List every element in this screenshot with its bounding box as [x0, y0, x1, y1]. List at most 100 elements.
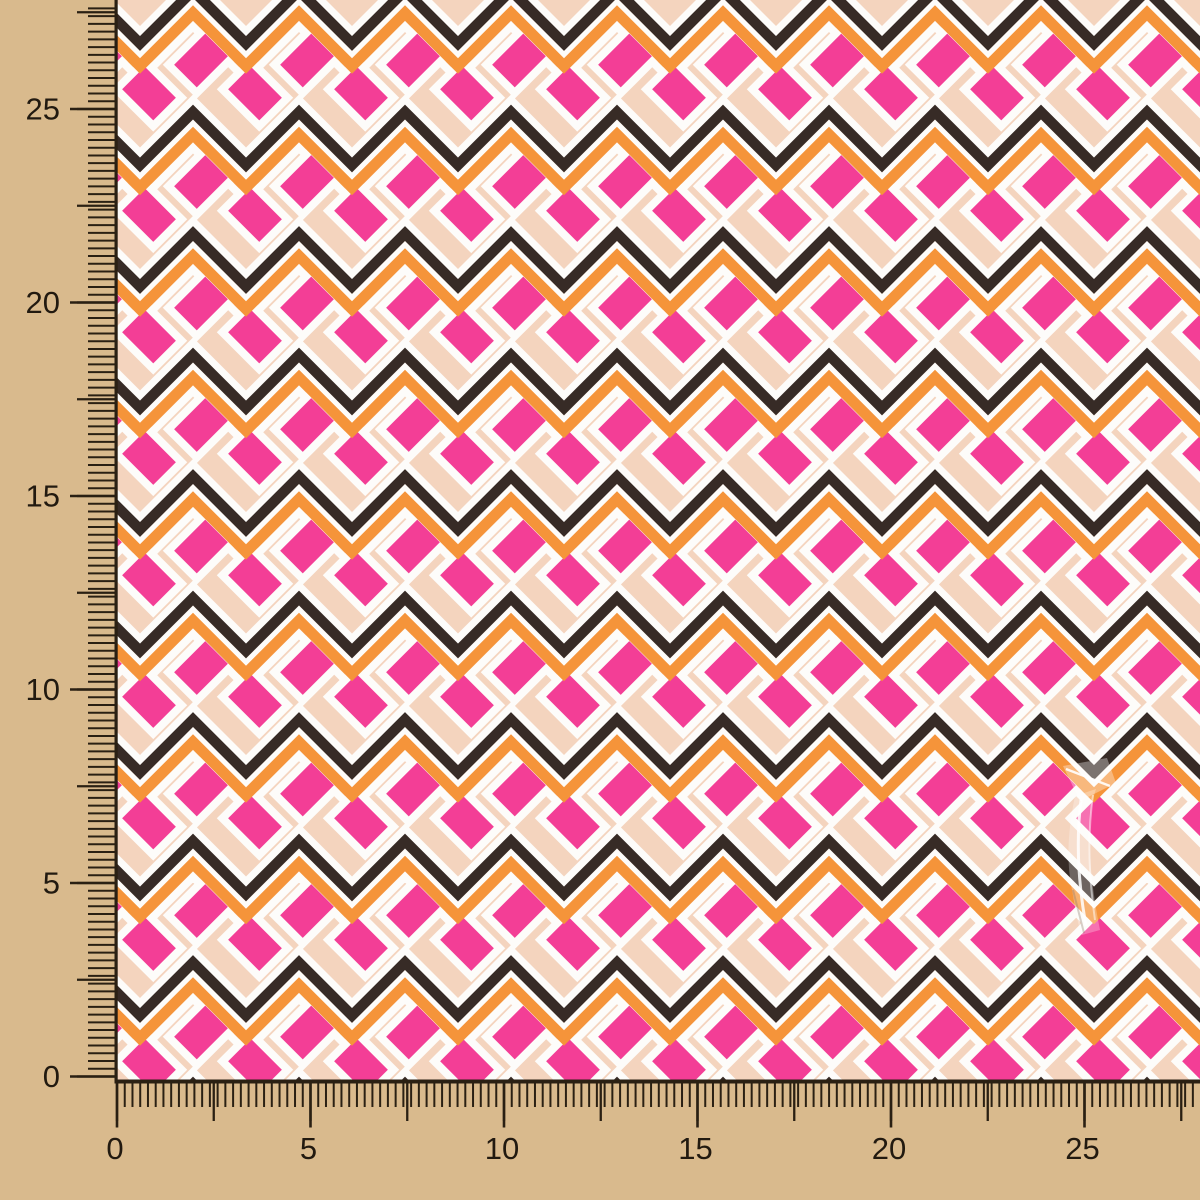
- bottom-ruler-label: 15: [678, 1131, 712, 1166]
- pattern-rectangle: [216, 662, 294, 740]
- pattern-rectangle: [428, 1027, 506, 1080]
- pattern-rectangle: [216, 419, 294, 497]
- pattern-rectangle: [534, 419, 612, 497]
- pattern-rectangle: [117, 298, 188, 375]
- pattern-rectangle: [117, 176, 188, 254]
- pattern-rectangle: [322, 298, 400, 375]
- pattern-rectangle: [1171, 1149, 1200, 1200]
- left-ruler-label: 0: [43, 1059, 60, 1094]
- pattern-rectangle: [852, 784, 930, 861]
- pattern-rectangle: [1064, 784, 1142, 861]
- pattern-rectangle: [117, 419, 188, 497]
- pattern-rectangle: [216, 298, 294, 375]
- pattern-rectangle: [958, 662, 1036, 740]
- pattern-rectangle: [117, 1027, 188, 1080]
- left-ruler-label: 10: [26, 672, 60, 707]
- pattern-rectangle: [5, 906, 81, 982]
- bottom-ruler-label: 10: [485, 1131, 519, 1166]
- pattern-rectangle: [1064, 662, 1142, 740]
- pattern-rectangle: [322, 419, 400, 497]
- pattern-rectangle: [428, 905, 506, 983]
- pattern-rectangle: [534, 298, 612, 375]
- pattern-rectangle: [1170, 419, 1200, 497]
- pattern-rectangle: [534, 176, 612, 254]
- pattern-rectangle: [323, 1149, 399, 1200]
- pattern-rectangle: [428, 784, 506, 861]
- pattern-rectangle: [1064, 419, 1142, 497]
- pattern-rectangle: [0, 508, 27, 584]
- pattern-rectangle: [0, 1116, 27, 1192]
- pattern-rectangle: [746, 176, 824, 254]
- pattern-rectangle: [852, 541, 930, 618]
- pattern-rectangle: [5, 784, 81, 860]
- pattern-rectangle: [640, 784, 718, 861]
- pattern-rectangle: [534, 1027, 612, 1080]
- pattern-rectangle: [958, 905, 1036, 983]
- pattern-rectangle: [216, 905, 294, 983]
- pattern-rectangle: [322, 176, 400, 254]
- pattern-rectangle: [322, 905, 400, 983]
- pattern-rectangle: [217, 1149, 293, 1200]
- pattern-rectangle: [534, 55, 612, 132]
- pattern-rectangle: [587, 1116, 663, 1192]
- pattern-rectangle: [640, 419, 718, 497]
- left-ruler-label: 25: [26, 92, 60, 127]
- pattern-rectangle: [746, 541, 824, 618]
- pattern-rectangle: [640, 55, 718, 132]
- bottom-ruler-label: 0: [106, 1131, 123, 1166]
- pattern-rectangle: [428, 541, 506, 618]
- pattern-rectangle: [5, 177, 81, 253]
- pattern-rectangle: [216, 176, 294, 254]
- pattern-rectangle: [117, 662, 188, 740]
- bottom-ruler: 0 5 10 15 20 25: [106, 0, 1200, 1166]
- pattern-rectangle: [640, 905, 718, 983]
- chevron-row: [117, 944, 1200, 1080]
- pattern-rectangle: [1117, 1116, 1193, 1192]
- chevron-row: [5, 94, 1200, 254]
- pattern-rectangle: [5, 541, 81, 617]
- pattern-rectangle: [117, 905, 188, 983]
- pattern-rectangle: [1170, 298, 1200, 375]
- pattern-rectangle: [958, 541, 1036, 618]
- pattern-rectangle: [1064, 176, 1142, 254]
- pattern-rectangle: [1064, 55, 1142, 132]
- plastic-clip: [1063, 758, 1116, 935]
- pattern-rectangle: [852, 662, 930, 740]
- pattern-rectangle: [746, 905, 824, 983]
- pattern-rectangle: [5, 1149, 81, 1200]
- pattern-rectangle: [959, 1149, 1035, 1200]
- pattern-rectangle: [216, 55, 294, 132]
- pattern-rectangle: [958, 419, 1036, 497]
- chevron-row: [0, 580, 1200, 740]
- pattern-rectangle: [852, 419, 930, 497]
- pattern-rectangle: [746, 1027, 824, 1080]
- pattern-rectangle: [117, 55, 188, 132]
- pattern-rectangle: [0, 751, 27, 827]
- pattern-rectangle: [640, 176, 718, 254]
- chevron-row: [0, 823, 1200, 983]
- pattern-rectangle: [216, 784, 294, 861]
- pattern-rectangle: [117, 541, 188, 618]
- pattern-rectangle: [958, 1027, 1036, 1080]
- pattern-rectangle: [746, 784, 824, 861]
- pattern-rectangle: [1064, 905, 1142, 983]
- pattern-rectangle: [0, 387, 27, 463]
- pattern-rectangle: [746, 298, 824, 375]
- pattern-rectangle: [852, 1027, 930, 1080]
- bottom-ruler-label: 25: [1065, 1131, 1099, 1166]
- bottom-ruler-label: 20: [872, 1131, 906, 1166]
- pattern-rectangle: [0, 630, 27, 706]
- left-ruler-label: 20: [26, 285, 60, 320]
- pattern-rectangle: [535, 1149, 611, 1200]
- pattern-rectangle: [428, 55, 506, 132]
- pattern-rectangle: [640, 1027, 718, 1080]
- left-ruler: 0 5 10 15 20 25: [26, 7, 115, 1094]
- pattern-rectangle: [1170, 784, 1200, 861]
- pattern-rectangle: [0, 265, 27, 341]
- pattern-rectangle: [322, 1027, 400, 1080]
- pattern-rectangle: [0, 873, 27, 949]
- pattern-rectangle: [1170, 176, 1200, 254]
- left-ruler-label: 15: [26, 479, 60, 514]
